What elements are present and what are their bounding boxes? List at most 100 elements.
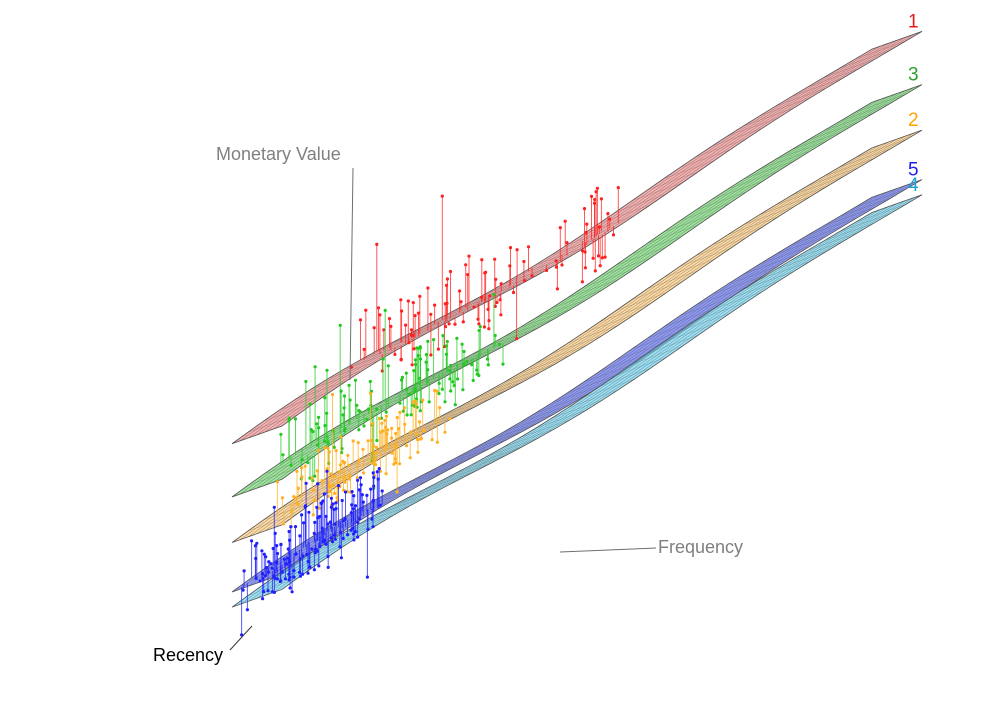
surface-4-mesh-line — [407, 479, 459, 499]
scatter-point — [423, 429, 427, 433]
scatter-point — [585, 222, 589, 226]
scatter-point — [316, 448, 321, 452]
scatter-point — [501, 362, 505, 366]
scatter-point — [316, 482, 320, 486]
scatter-point — [384, 472, 388, 476]
scatter-point — [411, 301, 415, 305]
scatter-point — [327, 490, 332, 494]
scatter-point — [376, 306, 381, 310]
surface-1-mesh-line — [727, 117, 779, 137]
surface-4-mesh-line — [743, 271, 795, 290]
scatter-point — [325, 368, 329, 372]
scatter-point — [407, 392, 411, 396]
scatter-point — [289, 525, 293, 529]
surface-4-mesh-line — [281, 194, 923, 590]
scatter-point — [287, 529, 291, 534]
scatter-point — [375, 470, 379, 474]
surface-3-mesh-line — [855, 93, 907, 113]
scatter-point — [374, 445, 378, 449]
scatter-point — [409, 328, 414, 332]
scatter-point — [409, 430, 413, 434]
surface-1-mesh-line — [791, 78, 843, 97]
scatter-point — [563, 219, 567, 223]
scatter-point — [350, 503, 354, 507]
scatter-point — [487, 319, 491, 323]
scatter-point — [350, 490, 354, 494]
surface-1-mesh-line — [615, 193, 667, 213]
scatter-point — [275, 561, 279, 565]
surface-3-mesh-line — [311, 423, 363, 443]
surface-5-mesh-line — [599, 353, 651, 372]
scatter-point — [488, 294, 492, 298]
scatter-point — [405, 413, 409, 417]
surface-5-mesh-line — [743, 255, 795, 275]
scatter-point — [394, 431, 398, 436]
scatter-point — [273, 576, 277, 581]
scatter-point — [306, 571, 310, 575]
surface-5-face — [231, 179, 923, 593]
surface-3-mesh-line — [711, 181, 763, 200]
scatter-point — [341, 536, 345, 541]
scatter-point — [338, 463, 342, 467]
scatter-point — [522, 259, 526, 264]
scatter-point — [437, 381, 441, 385]
surface-3-mesh-line — [273, 87, 914, 483]
scatter-point — [484, 270, 488, 274]
scatter-point — [603, 255, 607, 259]
surface-4-mesh-line — [679, 312, 731, 332]
scatter-point — [320, 501, 324, 505]
scatter-point — [260, 549, 264, 553]
scatter-point — [287, 416, 291, 420]
surface-2-mesh-line — [583, 314, 635, 333]
surface-2 — [231, 129, 923, 543]
surface-2-mesh-line — [727, 216, 779, 235]
scatter-point — [493, 304, 497, 308]
surface-3-mesh-line — [743, 160, 795, 180]
scatter-point — [262, 552, 266, 556]
surface-4-mesh-line — [503, 428, 555, 448]
scatter-point — [418, 437, 422, 441]
scatter-point — [462, 349, 466, 354]
scatter-point — [375, 242, 379, 246]
surface-2-mesh-line — [519, 355, 571, 374]
surface-4-face — [231, 194, 923, 608]
surface-2-mesh-line — [551, 335, 603, 354]
scatter-point — [404, 444, 409, 448]
scatter-point — [408, 456, 412, 460]
scatter-point — [307, 510, 311, 514]
scatter-point — [416, 346, 420, 350]
surface-4-mesh-line — [295, 544, 347, 563]
surface-3-mesh-line — [295, 434, 347, 453]
scatter-point — [262, 590, 266, 594]
surface-3-mesh-line — [807, 122, 859, 141]
surface-5-mesh-line — [551, 384, 603, 404]
scatter-point — [272, 590, 276, 595]
scatter-point — [320, 479, 324, 483]
scatter-point — [343, 490, 348, 494]
scatter-point — [444, 283, 449, 287]
surface-3-mesh-line — [279, 444, 331, 464]
surface-4-mesh-line — [823, 222, 875, 242]
scatter-point — [453, 403, 457, 407]
surface-1-mesh-line — [455, 291, 507, 310]
scatter-point — [279, 542, 283, 547]
scatter-point — [554, 259, 558, 263]
surface-1-mesh-line — [679, 149, 731, 168]
scatter-point — [324, 514, 328, 519]
surface-5-mesh-line — [839, 198, 891, 217]
surface-4-mesh-line — [256, 203, 898, 599]
scatter-point — [441, 334, 445, 338]
surface-4-mesh-line — [471, 446, 523, 465]
scatter-point — [382, 328, 386, 332]
scatter-point — [362, 347, 366, 351]
scatter-point — [458, 289, 462, 293]
surface-3-mesh-line — [695, 191, 747, 211]
scatter-point — [371, 422, 375, 426]
scatter-point — [278, 579, 282, 584]
scatter-point — [253, 544, 257, 548]
scatter-point — [402, 406, 406, 410]
scatter-point — [353, 378, 358, 382]
scatter-point — [555, 287, 560, 291]
